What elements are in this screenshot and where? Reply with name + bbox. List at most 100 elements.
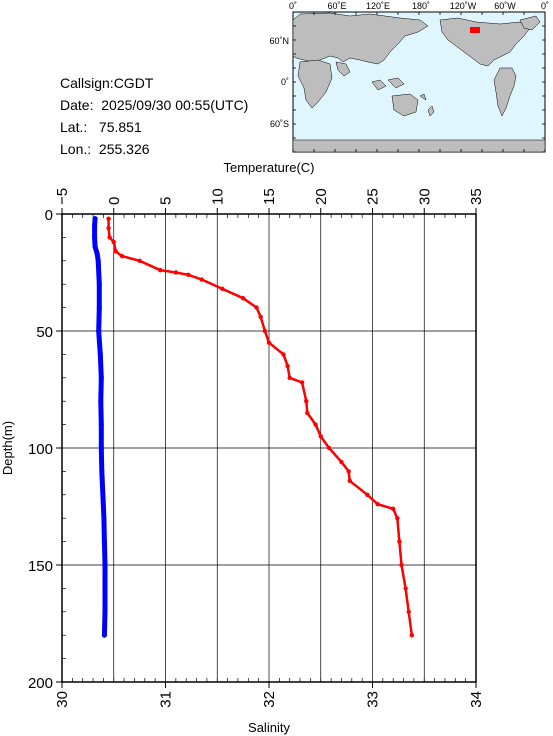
salinity-data-point <box>313 422 318 427</box>
lon-value: 255.326 <box>98 141 150 157</box>
salinity-data-point <box>158 267 163 273</box>
map-lon-label: 180˚ <box>412 1 430 11</box>
map-lon-label: 120˚W <box>450 1 477 11</box>
data-series <box>92 216 415 638</box>
temperature-data-point <box>102 562 108 568</box>
salinity-data-point <box>399 562 404 568</box>
map-land-shape <box>419 93 427 101</box>
salinity-data-point <box>137 258 142 263</box>
salinity-tick-label: 33 <box>365 691 382 708</box>
depth-tick-label: 150 <box>28 558 53 575</box>
map-lon-label: 0˚ <box>541 1 549 11</box>
salinity-data-point <box>262 328 268 334</box>
map-land-shape <box>493 67 517 117</box>
salinity-data-point <box>346 469 351 474</box>
temperature-profile-line <box>92 216 108 638</box>
map-ticks <box>292 11 546 153</box>
map-land-shape <box>439 17 531 67</box>
temperature-data-point <box>101 539 107 545</box>
temperature-tick-label: 5 <box>158 197 175 205</box>
salinity-data-point <box>318 434 323 439</box>
depth-tick-label: 200 <box>28 675 53 692</box>
chart-grid <box>61 213 477 683</box>
salinity-data-point <box>240 296 246 301</box>
salinity-data-point <box>287 375 292 380</box>
temperature-data-point <box>98 445 104 451</box>
temperature-data-point <box>99 468 105 474</box>
map-longitude-labels: 0˚ 60˚E 120˚E 180˚ 120˚W 60˚W 0˚ <box>289 1 549 11</box>
date-value: 2025/09/30 00:55(UTC) <box>101 97 249 113</box>
salinity-data-point <box>397 539 402 544</box>
salinity-tick-label: 32 <box>261 691 278 708</box>
map-land-shape <box>427 105 435 117</box>
temperature-data-point <box>101 632 107 638</box>
map-lat-label: 60˚N <box>269 36 289 46</box>
temperature-data-point <box>101 515 107 521</box>
salinity-tick-label: 30 <box>54 691 71 708</box>
salinity-data-point <box>281 352 286 357</box>
temperature-data-point <box>92 216 98 222</box>
temperature-tick-label: 25 <box>365 188 382 205</box>
salinity-data-point <box>326 445 332 451</box>
salinity-data-point <box>266 340 272 345</box>
salinity-data-point <box>113 249 119 254</box>
temperature-data-point <box>97 351 103 357</box>
temperature-data-point <box>96 328 102 334</box>
temperature-tick-label: 10 <box>209 188 226 205</box>
lat-row: Lat.: 75.851 <box>60 116 248 138</box>
temperature-data-point <box>92 244 98 250</box>
salinity-data-point <box>409 633 415 638</box>
salinity-data-point <box>347 478 352 483</box>
temperature-axis-title: Temperature(C) <box>223 160 314 175</box>
lat-label: Lat.: <box>60 119 88 135</box>
salinity-data-point <box>258 314 263 320</box>
salinity-data-point <box>406 609 411 614</box>
temperature-data-point <box>98 398 104 404</box>
map-land-shape <box>297 59 333 109</box>
temperature-ticks: −5 0 5 10 15 20 25 30 35 <box>54 188 485 214</box>
salinity-data-point <box>375 501 380 507</box>
temperature-tick-label: 15 <box>261 188 278 205</box>
date-row: Date: 2025/09/30 00:55(UTC) <box>60 94 248 116</box>
salinity-data-point <box>254 305 259 310</box>
lon-label: Lon.: <box>60 141 92 157</box>
salinity-data-point <box>106 225 111 231</box>
salinity-data-point <box>395 516 400 521</box>
salinity-data-point <box>339 459 344 465</box>
salinity-data-point <box>111 239 116 245</box>
salinity-data-point <box>304 399 309 404</box>
temperature-tick-label: 20 <box>313 188 330 205</box>
temperature-data-point <box>94 251 100 257</box>
map-lon-label: 60˚W <box>494 1 516 11</box>
temperature-tick-label: −5 <box>54 188 71 205</box>
temperature-data-point <box>102 609 108 615</box>
temperature-data-point <box>95 258 101 264</box>
salinity-axis-title: Salinity <box>248 720 290 735</box>
temperature-data-point <box>98 375 104 381</box>
map-land-shape <box>371 79 387 91</box>
station-marker <box>470 27 480 33</box>
salinity-data-point <box>173 270 179 275</box>
salinity-data-point <box>107 235 112 240</box>
salinity-data-point <box>199 277 204 282</box>
salinity-data-point <box>403 586 408 591</box>
map-lat-label: 60˚S <box>270 119 289 129</box>
temperature-tick-label: 35 <box>468 188 485 205</box>
salinity-data-point <box>119 253 125 259</box>
map-lon-label: 60˚E <box>327 1 346 11</box>
temperature-data-point <box>96 305 102 311</box>
salinity-tick-label: 34 <box>468 691 485 708</box>
temperature-data-point <box>102 585 108 591</box>
temperature-data-point <box>98 422 104 428</box>
salinity-ticks: 30 31 32 33 34 <box>54 678 485 708</box>
map-land-shape <box>387 77 405 89</box>
salinity-data-point <box>391 506 396 512</box>
depth-tick-label: 0 <box>45 207 53 224</box>
map-lon-label: 120˚E <box>366 1 390 11</box>
salinity-profile-line <box>107 217 414 637</box>
depth-axis-title: Depth(m) <box>0 421 15 475</box>
date-label: Date: <box>60 97 94 113</box>
lon-row: Lon.: 255.326 <box>60 138 248 160</box>
map-latitude-labels: 60˚N 0˚ 60˚S <box>269 36 289 129</box>
